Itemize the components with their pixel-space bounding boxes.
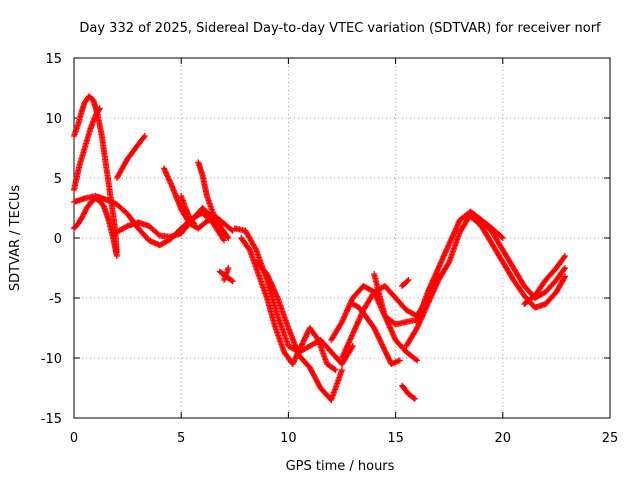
series-track-7 bbox=[161, 165, 236, 234]
series-track-14 bbox=[216, 268, 236, 285]
data-point bbox=[228, 277, 235, 284]
series-track-5 bbox=[113, 133, 148, 181]
data-point bbox=[561, 274, 568, 281]
data-point bbox=[155, 231, 162, 238]
y-tick-label: 15 bbox=[45, 52, 62, 67]
data-point bbox=[405, 277, 412, 283]
y-tick-label: -10 bbox=[41, 352, 62, 367]
x-tick-label: 25 bbox=[602, 431, 619, 446]
y-tick-label: -15 bbox=[41, 412, 62, 427]
data-point bbox=[191, 220, 198, 227]
data-point bbox=[224, 233, 231, 240]
data-point bbox=[499, 235, 506, 241]
x-tick-label: 15 bbox=[387, 431, 404, 446]
series-track-24 bbox=[521, 253, 568, 307]
series-track-18 bbox=[371, 271, 421, 364]
series-track-19 bbox=[399, 382, 418, 402]
data-point bbox=[229, 278, 236, 285]
data-point bbox=[225, 265, 232, 271]
data-point bbox=[561, 265, 568, 271]
y-axis-label: SDTVAR / TECUs bbox=[8, 185, 23, 292]
data-point bbox=[412, 356, 419, 363]
data-point bbox=[339, 367, 345, 373]
axes: 0 5 10 15 20 25 -15 -10 -5 0 5 10 15 bbox=[41, 52, 619, 446]
data-point bbox=[349, 343, 356, 349]
data-point bbox=[225, 235, 232, 241]
y-tick-label: -5 bbox=[49, 292, 62, 307]
series-track-12 bbox=[238, 235, 339, 373]
data-point bbox=[414, 357, 421, 364]
data-point bbox=[141, 133, 148, 139]
series-track-20 bbox=[399, 277, 412, 289]
x-tick-label: 20 bbox=[495, 431, 512, 446]
x-axis-label: GPS time / hours bbox=[286, 459, 395, 474]
y-tick-label: 5 bbox=[54, 172, 62, 187]
data-point bbox=[331, 366, 338, 373]
series-track-8 bbox=[178, 193, 198, 227]
data-points bbox=[71, 93, 568, 403]
series-track-13 bbox=[253, 259, 345, 403]
data-point bbox=[396, 357, 403, 364]
data-point bbox=[561, 254, 568, 261]
y-tick-label: 0 bbox=[54, 232, 62, 247]
y-tick-label: 10 bbox=[45, 112, 62, 127]
data-point bbox=[228, 226, 235, 233]
data-point bbox=[445, 260, 452, 267]
data-point bbox=[96, 106, 103, 113]
series-track-6 bbox=[113, 205, 228, 240]
series-track-22 bbox=[414, 208, 506, 325]
series-track-23 bbox=[467, 213, 568, 311]
x-tick-label: 0 bbox=[70, 431, 78, 446]
data-point bbox=[113, 249, 120, 256]
series-track-3 bbox=[71, 105, 103, 193]
series-track-9 bbox=[195, 159, 232, 241]
series-track-10 bbox=[221, 265, 232, 283]
x-tick-label: 10 bbox=[280, 431, 297, 446]
data-point bbox=[123, 223, 130, 230]
chart-title: Day 332 of 2025, Sidereal Day-to-day VTE… bbox=[79, 21, 601, 36]
data-point bbox=[410, 395, 417, 401]
data-point bbox=[404, 278, 411, 284]
data-point bbox=[332, 367, 339, 373]
data-point bbox=[561, 253, 568, 259]
series-track-17 bbox=[349, 301, 403, 367]
data-point bbox=[190, 219, 197, 226]
data-point bbox=[221, 237, 228, 244]
data-point bbox=[140, 134, 147, 141]
data-point bbox=[411, 395, 418, 402]
data-point bbox=[561, 273, 568, 280]
data-point bbox=[498, 233, 505, 240]
data-point bbox=[220, 236, 227, 243]
data-point bbox=[561, 266, 568, 273]
x-tick-label: 5 bbox=[177, 431, 185, 446]
data-point bbox=[96, 105, 103, 112]
